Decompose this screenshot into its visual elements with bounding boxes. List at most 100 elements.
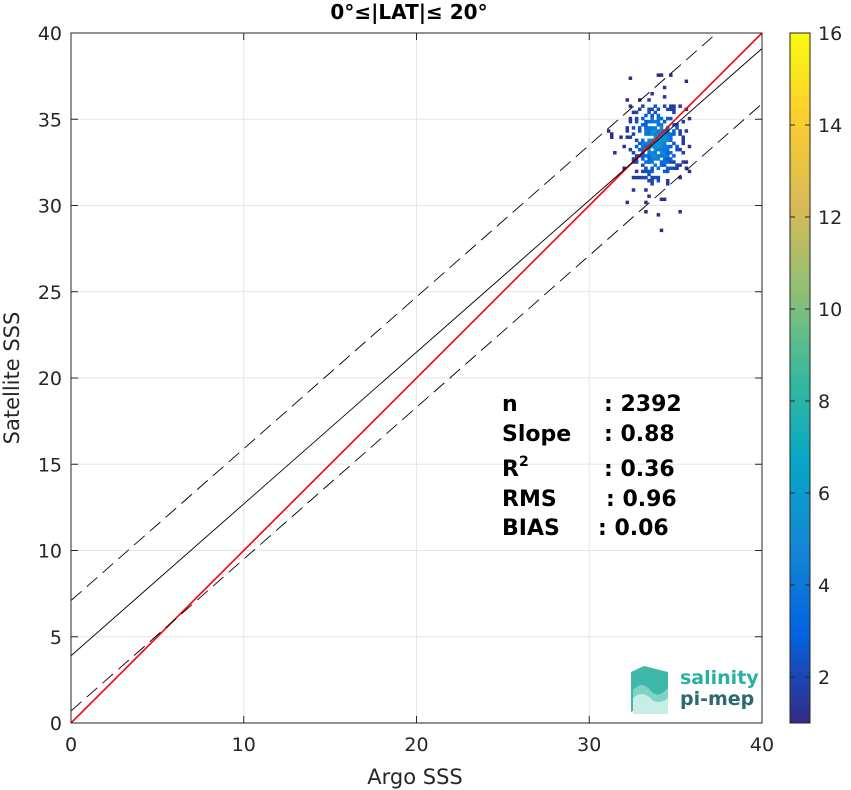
density-cell <box>656 129 661 133</box>
density-cell <box>672 154 676 158</box>
density-cell <box>665 182 670 186</box>
density-cell <box>644 169 648 174</box>
line-1-1 <box>71 33 762 723</box>
density-cell <box>650 160 654 164</box>
colorbar-tick-label: 6 <box>818 483 830 505</box>
density-cell <box>634 144 639 149</box>
density-cell <box>656 107 661 112</box>
density-cell <box>637 141 642 146</box>
density-cell <box>678 129 682 133</box>
density-cell <box>653 150 658 155</box>
density-cell <box>650 154 654 158</box>
density-cell <box>625 126 630 130</box>
density-cell <box>659 144 664 149</box>
density-cell <box>650 129 654 133</box>
density-cell <box>644 113 648 118</box>
y-tick-label: 30 <box>38 196 62 218</box>
colorbar-tick-label: 8 <box>818 391 830 413</box>
density-cell <box>672 160 676 164</box>
density-cell <box>653 104 658 108</box>
density-cell <box>665 154 670 158</box>
density-cell <box>653 157 658 161</box>
density-cell <box>653 144 658 149</box>
stat-rms-key: RMS <box>502 487 557 512</box>
density-cell <box>675 123 679 127</box>
density-cell <box>656 166 661 171</box>
density-cell <box>650 175 654 180</box>
density-cell <box>650 169 654 174</box>
density-cell <box>659 73 664 77</box>
density-cell <box>659 147 664 152</box>
density-cell <box>662 135 667 139</box>
tick-labels: 0 10 20 30 40 0 5 10 15 20 25 30 35 40 <box>38 23 774 756</box>
density-cell <box>631 175 636 180</box>
density-cell <box>644 119 648 124</box>
density-cell <box>609 135 614 139</box>
density-cell <box>665 135 670 139</box>
density-cell <box>644 132 648 136</box>
density-cell <box>650 126 654 130</box>
density-cell <box>647 157 651 161</box>
density-cell <box>662 141 667 146</box>
density-cell <box>647 141 651 146</box>
density-cell <box>650 178 654 183</box>
density-cell <box>634 119 639 124</box>
density-cell <box>656 132 661 136</box>
density-cell <box>665 132 670 136</box>
density-cell <box>669 160 673 164</box>
logo-line-pimep: pi-mep <box>680 688 754 710</box>
density-cell <box>669 166 673 171</box>
density-cell <box>647 119 651 124</box>
x-tick-label: 20 <box>404 734 428 756</box>
density-cell <box>669 107 673 112</box>
density-cell <box>678 147 682 152</box>
density-cell <box>672 141 676 146</box>
density-cell <box>631 157 636 161</box>
density-cell <box>669 144 673 149</box>
density-cell <box>681 160 686 164</box>
density-cell <box>653 175 658 180</box>
density-cell <box>634 175 639 180</box>
colorbar-tick-label: 14 <box>818 115 842 137</box>
density-cell <box>653 126 658 130</box>
density-cell <box>653 119 658 124</box>
density-cell <box>662 150 667 155</box>
density-cell <box>647 147 651 152</box>
density-cell <box>647 132 651 136</box>
density-cell <box>656 138 661 143</box>
density-cell <box>650 150 654 155</box>
density-cell <box>665 160 670 164</box>
stats-box: n : 2392 Slope : 0.88 R2 : 0.36 RMS : 0.… <box>502 392 682 541</box>
density-cell <box>644 154 648 158</box>
density-cell <box>644 129 648 133</box>
density-cell <box>650 144 654 149</box>
stat-n-value: : 2392 <box>604 392 682 417</box>
density-cell <box>672 129 676 133</box>
density-cell <box>647 169 651 174</box>
density-cell <box>653 154 658 158</box>
density-cell <box>656 175 661 180</box>
density-cell <box>662 147 667 152</box>
density-cell <box>675 126 679 130</box>
density-cell <box>637 98 642 102</box>
density-cell <box>662 163 667 167</box>
density-cell <box>641 144 645 149</box>
density-cell <box>653 135 658 139</box>
density-cell <box>669 138 673 143</box>
density-cell <box>656 113 661 118</box>
wave-logo-icon <box>631 666 668 714</box>
stat-bias-key: BIAS <box>502 516 560 541</box>
density-cell <box>644 200 648 205</box>
density-cell <box>653 132 658 136</box>
density-cell <box>609 132 614 136</box>
density-cell <box>625 129 630 133</box>
density-cell <box>669 157 673 161</box>
density-cell <box>634 154 639 158</box>
density-cell <box>650 182 654 186</box>
density-cell <box>672 132 676 136</box>
density-cell <box>659 154 664 158</box>
density-cell <box>665 144 670 149</box>
density-cell <box>653 110 658 115</box>
density-cell <box>662 154 667 158</box>
density-cell <box>656 154 661 158</box>
